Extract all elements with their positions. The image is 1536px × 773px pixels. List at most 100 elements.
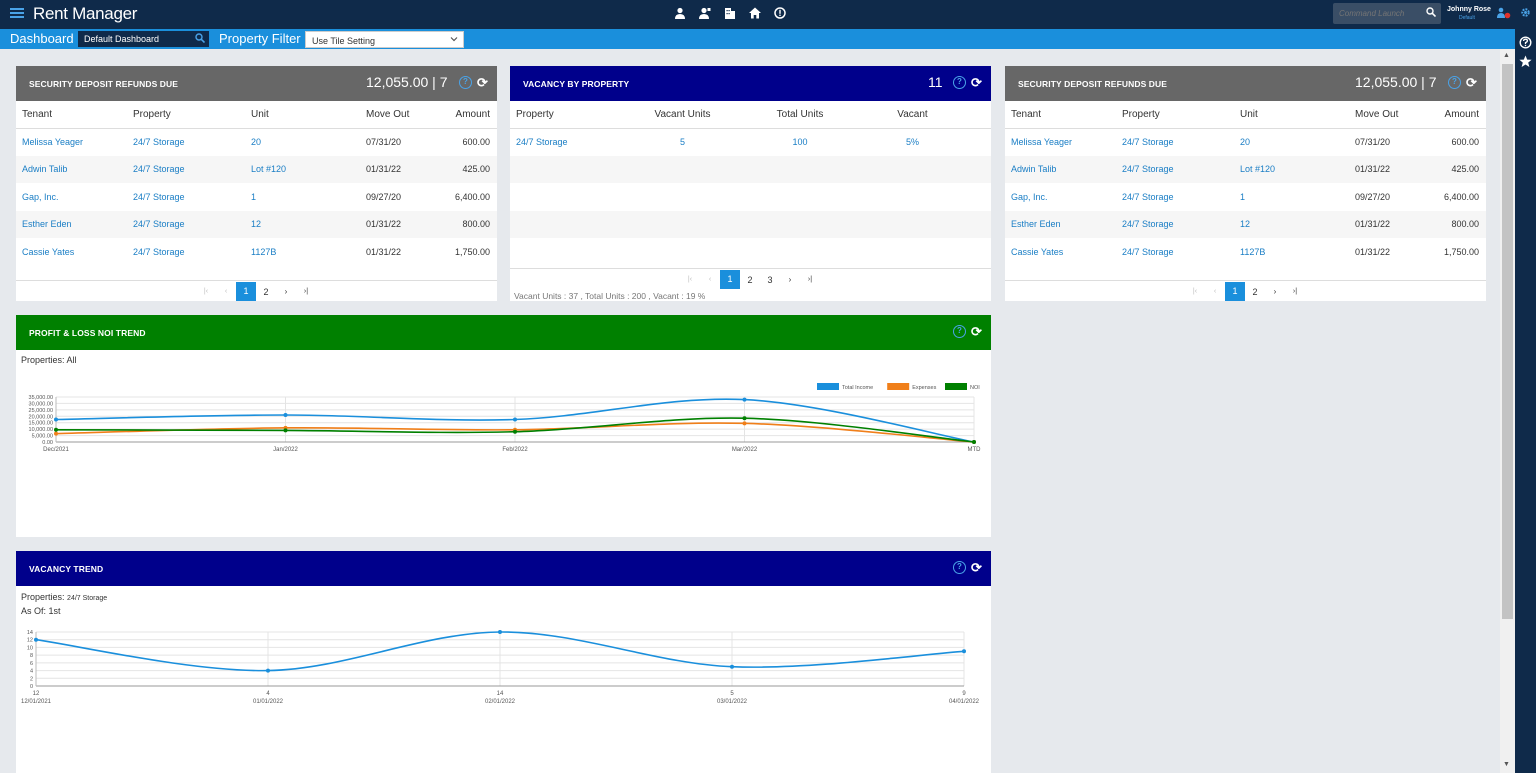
table-row[interactable]: Cassie Yates 24/7 Storage 1127B 01/31/22 1,7… xyxy=(16,238,497,266)
refresh-icon[interactable]: ⟳ xyxy=(477,75,488,90)
unit-link[interactable]: 20 xyxy=(251,137,262,147)
column-header-tenant[interactable]: Tenant xyxy=(16,101,133,129)
property-link[interactable]: 24/7 Storage xyxy=(1122,155,1240,183)
command-launch[interactable] xyxy=(1333,3,1441,24)
notifications-icon[interactable] xyxy=(1497,7,1511,22)
unit-link[interactable]: 12 xyxy=(1240,210,1355,238)
unit-link[interactable]: 1127B xyxy=(1240,246,1266,257)
table-row[interactable]: 24/7 Storage 5 100 5% xyxy=(510,128,991,156)
last-page-icon[interactable]: ›| xyxy=(303,288,309,295)
next-page-icon[interactable]: › xyxy=(788,275,792,284)
dashboard-search-icon[interactable] xyxy=(195,33,206,45)
refresh-icon[interactable]: ⟳ xyxy=(971,75,982,90)
dashboard-select[interactable]: Default Dashboard xyxy=(78,31,209,47)
property-link[interactable]: 24/7 Storage xyxy=(133,191,185,202)
home-icon[interactable] xyxy=(747,5,763,21)
last-page-icon[interactable]: ›| xyxy=(807,276,813,283)
settings-gear-icon[interactable] xyxy=(1520,7,1531,21)
property-link[interactable]: 24/7 Storage xyxy=(133,137,185,147)
tenant-link[interactable]: Gap, Inc. xyxy=(1011,191,1048,202)
tenant-link[interactable]: Cassie Yates xyxy=(22,246,75,257)
property-link[interactable]: 24/7 Storage xyxy=(516,137,568,147)
column-header-amount[interactable]: Amount xyxy=(1425,101,1486,129)
table-row[interactable]: Melissa Yeager 24/7 Storage 20 07/31/20 600.… xyxy=(16,128,497,156)
help-icon[interactable]: ? xyxy=(1448,76,1461,89)
first-page-icon[interactable]: |‹ xyxy=(203,288,209,295)
command-launch-input[interactable] xyxy=(1333,3,1423,24)
unit-link[interactable]: 12 xyxy=(251,210,366,238)
tenant-link[interactable]: Adwin Talib xyxy=(16,155,133,183)
tenant-icon[interactable] xyxy=(672,5,688,21)
scroll-down-icon[interactable]: ▼ xyxy=(1503,761,1510,768)
table-row[interactable]: Gap, Inc. 24/7 Storage 1 09/27/20 6,400.00 xyxy=(1005,183,1486,211)
refresh-icon[interactable]: ⟳ xyxy=(1466,75,1477,90)
property-link[interactable]: 24/7 Storage xyxy=(1122,246,1174,257)
table-row[interactable]: Gap, Inc. 24/7 Storage 1 09/27/20 6,400.00 xyxy=(16,183,497,211)
column-header-total-units[interactable]: Total Units xyxy=(745,101,855,129)
column-header-unit[interactable]: Unit xyxy=(251,101,366,129)
page-1-button[interactable]: 1 xyxy=(236,282,256,301)
search-icon[interactable] xyxy=(1426,7,1437,20)
page-3-button[interactable]: 3 xyxy=(767,274,773,285)
column-header-tenant[interactable]: Tenant xyxy=(1005,101,1122,129)
property-link[interactable]: 24/7 Storage xyxy=(133,246,185,257)
property-link[interactable]: 24/7 Storage xyxy=(1122,210,1240,238)
page-scrollbar[interactable]: ▲ ▼ xyxy=(1500,49,1515,773)
page-2-button[interactable]: 2 xyxy=(1252,286,1258,297)
page-2-button[interactable]: 2 xyxy=(263,286,269,297)
table-row[interactable]: Adwin Talib 24/7 Storage Lot #120 01/31/22 4… xyxy=(1005,155,1486,183)
column-header-unit[interactable]: Unit xyxy=(1240,101,1355,129)
table-row[interactable]: Esther Eden 24/7 Storage 12 01/31/22 800.00 xyxy=(1005,210,1486,238)
total-units-link[interactable]: 100 xyxy=(792,137,808,147)
unit-link[interactable]: 20 xyxy=(1240,137,1251,147)
property-filter-select[interactable]: Use Tile Setting xyxy=(305,31,464,48)
help-icon[interactable]: ? xyxy=(953,76,966,89)
tenant-link[interactable]: Melissa Yeager xyxy=(22,137,84,147)
table-row[interactable]: Adwin Talib 24/7 Storage Lot #120 01/31/22 4… xyxy=(16,155,497,183)
property-link[interactable]: 24/7 Storage xyxy=(133,210,251,238)
scroll-thumb[interactable] xyxy=(1502,64,1513,619)
tenant-link[interactable]: Esther Eden xyxy=(16,210,133,238)
hamburger-menu-icon[interactable] xyxy=(10,6,24,20)
unit-link[interactable]: 1 xyxy=(1240,191,1246,202)
column-header-property[interactable]: Property xyxy=(1122,101,1240,129)
info-icon[interactable] xyxy=(772,5,788,21)
prev-page-icon[interactable]: ‹ xyxy=(708,276,712,283)
property-link[interactable]: 24/7 Storage xyxy=(133,155,251,183)
page-2-button[interactable]: 2 xyxy=(747,274,753,285)
refresh-icon[interactable]: ⟳ xyxy=(971,560,982,575)
next-page-icon[interactable]: › xyxy=(284,287,288,296)
page-1-button[interactable]: 1 xyxy=(1225,282,1245,301)
tenant-link[interactable]: Adwin Talib xyxy=(1005,155,1122,183)
tenant-link[interactable]: Cassie Yates xyxy=(1011,246,1064,257)
tenant-link[interactable]: Gap, Inc. xyxy=(22,191,59,202)
last-page-icon[interactable]: ›| xyxy=(1292,288,1298,295)
user-name[interactable]: Johnny Rose xyxy=(1447,6,1491,13)
page-1-button[interactable]: 1 xyxy=(720,270,740,289)
tenant-link[interactable]: Esther Eden xyxy=(1005,210,1122,238)
property-link[interactable]: 24/7 Storage xyxy=(1122,137,1174,147)
user-info[interactable]: Johnny Rose Default xyxy=(1447,5,1491,23)
next-page-icon[interactable]: › xyxy=(1273,287,1277,296)
table-row[interactable]: Cassie Yates 24/7 Storage 1127B 01/31/22 1,7… xyxy=(1005,238,1486,266)
help-icon[interactable]: ? xyxy=(953,561,966,574)
help-icon[interactable] xyxy=(1519,36,1532,52)
unit-link[interactable]: Lot #120 xyxy=(251,155,366,183)
column-header-move-out[interactable]: Move Out xyxy=(1355,101,1425,129)
help-icon[interactable]: ? xyxy=(953,325,966,338)
column-header-move-out[interactable]: Move Out xyxy=(366,101,436,129)
prev-page-icon[interactable]: ‹ xyxy=(224,288,228,295)
scroll-up-icon[interactable]: ▲ xyxy=(1503,52,1510,59)
vacant-percent-link[interactable]: 5% xyxy=(905,137,919,147)
property-link[interactable]: 24/7 Storage xyxy=(1122,191,1174,202)
vacant-units-link[interactable]: 5 xyxy=(679,137,685,147)
table-row[interactable]: Esther Eden 24/7 Storage 12 01/31/22 800.00 xyxy=(16,210,497,238)
unit-link[interactable]: Lot #120 xyxy=(1240,155,1355,183)
prev-page-icon[interactable]: ‹ xyxy=(1213,288,1217,295)
column-header-vacant[interactable]: Vacant xyxy=(855,101,970,129)
owner-icon[interactable] xyxy=(697,5,713,21)
properties-icon[interactable] xyxy=(722,5,738,21)
help-icon[interactable]: ? xyxy=(459,76,472,89)
first-page-icon[interactable]: |‹ xyxy=(1192,288,1198,295)
unit-link[interactable]: 1127B xyxy=(251,246,277,257)
